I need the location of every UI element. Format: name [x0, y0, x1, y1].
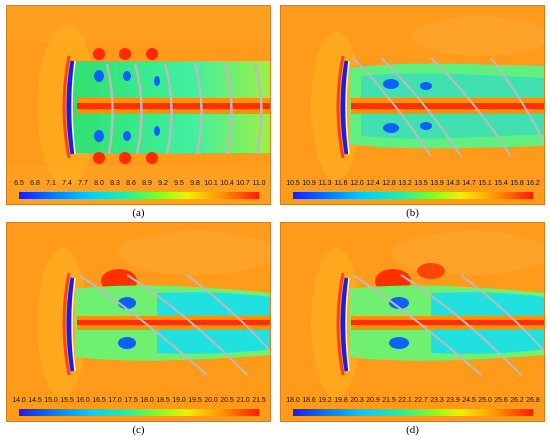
tick-label: 17.5	[124, 397, 138, 404]
tick-label: 8.6	[126, 180, 136, 187]
tick-label: 11.0	[252, 180, 266, 187]
tick-label: 13.9	[430, 180, 444, 187]
tick-label: 10.7	[236, 180, 250, 187]
tick-label: 16.0	[76, 397, 90, 404]
tick-label: 23.9	[446, 397, 460, 404]
tick-label: 14.0	[12, 397, 26, 404]
tick-label: 7.1	[46, 180, 56, 187]
tick-label: 11.6	[334, 180, 348, 187]
tick-label: 13.2	[398, 180, 412, 187]
tick-label: 15.8	[510, 180, 524, 187]
tick-label: 20.0	[204, 397, 218, 404]
tick-label: 8.9	[142, 180, 152, 187]
tick-label: 13.5	[414, 180, 428, 187]
tick-label: 18.5	[156, 397, 170, 404]
tick-label: 23.3	[430, 397, 444, 404]
tick-label: 21.5	[382, 397, 396, 404]
tick-label: 16.2	[526, 180, 540, 187]
tick-label: 15.1	[478, 180, 492, 187]
panel-d: 18.0 18.6 19.2 19.8 20.3 20.9 21.5 22.1 …	[280, 222, 545, 422]
tick-label: 9.2	[158, 180, 168, 187]
colorbar-ticks-b: 10.5 10.9 11.3 11.6 12.0 12.4 12.8 13.2 …	[281, 180, 544, 190]
caption-c: (c)	[132, 424, 145, 436]
tick-label: 18.6	[302, 397, 316, 404]
flow-field-d	[281, 223, 544, 421]
colorbar-ticks-d: 18.0 18.6 19.2 19.8 20.3 20.9 21.5 22.1 …	[281, 397, 544, 407]
tick-label: 11.3	[318, 180, 332, 187]
tick-label: 10.9	[302, 180, 316, 187]
colorbar-a	[19, 192, 259, 199]
panel-a: 6.5 6.8 7.1 7.4 7.7 8.0 8.3 8.6 8.9 9.2 …	[6, 5, 271, 205]
tick-label: 7.7	[78, 180, 88, 187]
tick-label: 7.4	[62, 180, 72, 187]
tick-label: 19.5	[188, 397, 202, 404]
flow-field-a	[7, 6, 270, 204]
tick-label: 19.8	[334, 397, 348, 404]
panel-c: 14.0 14.5 15.0 15.5 16.0 16.5 17.0 17.5 …	[6, 222, 271, 422]
tick-label: 15.5	[60, 397, 74, 404]
tick-label: 26.8	[526, 397, 540, 404]
tick-label: 14.5	[28, 397, 42, 404]
colorbar-ticks-c: 14.0 14.5 15.0 15.5 16.0 16.5 17.0 17.5 …	[7, 397, 270, 407]
tick-label: 26.2	[510, 397, 524, 404]
tick-label: 21.0	[236, 397, 250, 404]
tick-label: 20.3	[350, 397, 364, 404]
tick-label: 14.3	[446, 180, 460, 187]
flow-field-b	[281, 6, 544, 204]
tick-label: 9.8	[190, 180, 200, 187]
colorbar-d	[293, 409, 533, 416]
caption-a: (a)	[132, 207, 145, 219]
tick-label: 22.7	[414, 397, 428, 404]
tick-label: 14.7	[462, 180, 476, 187]
tick-label: 20.9	[366, 397, 380, 404]
tick-label: 12.8	[382, 180, 396, 187]
colorbar-ticks-a: 6.5 6.8 7.1 7.4 7.7 8.0 8.3 8.6 8.9 9.2 …	[7, 180, 270, 190]
tick-label: 19.2	[318, 397, 332, 404]
tick-label: 10.5	[286, 180, 300, 187]
colorbar-b	[293, 192, 533, 199]
caption-d: (d)	[406, 424, 419, 436]
tick-label: 15.4	[494, 180, 508, 187]
tick-label: 12.0	[350, 180, 364, 187]
tick-label: 17.0	[108, 397, 122, 404]
panel-b: 10.5 10.9 11.3 11.6 12.0 12.4 12.8 13.2 …	[280, 5, 545, 205]
tick-label: 18.0	[286, 397, 300, 404]
tick-label: 12.4	[366, 180, 380, 187]
tick-label: 15.0	[44, 397, 58, 404]
tick-label: 10.4	[220, 180, 234, 187]
tick-label: 8.0	[94, 180, 104, 187]
caption-b: (b)	[406, 207, 419, 219]
tick-label: 25.6	[494, 397, 508, 404]
tick-label: 20.5	[220, 397, 234, 404]
tick-label: 18.0	[140, 397, 154, 404]
tick-label: 24.5	[462, 397, 476, 404]
tick-label: 10.1	[204, 180, 218, 187]
tick-label: 25.0	[478, 397, 492, 404]
tick-label: 8.3	[110, 180, 120, 187]
colorbar-c	[19, 409, 259, 416]
tick-label: 22.1	[398, 397, 412, 404]
tick-label: 21.5	[252, 397, 266, 404]
tick-label: 19.0	[172, 397, 186, 404]
tick-label: 16.5	[92, 397, 106, 404]
tick-label: 9.5	[174, 180, 184, 187]
tick-label: 6.5	[14, 180, 24, 187]
tick-label: 6.8	[30, 180, 40, 187]
flow-field-c	[7, 223, 270, 421]
